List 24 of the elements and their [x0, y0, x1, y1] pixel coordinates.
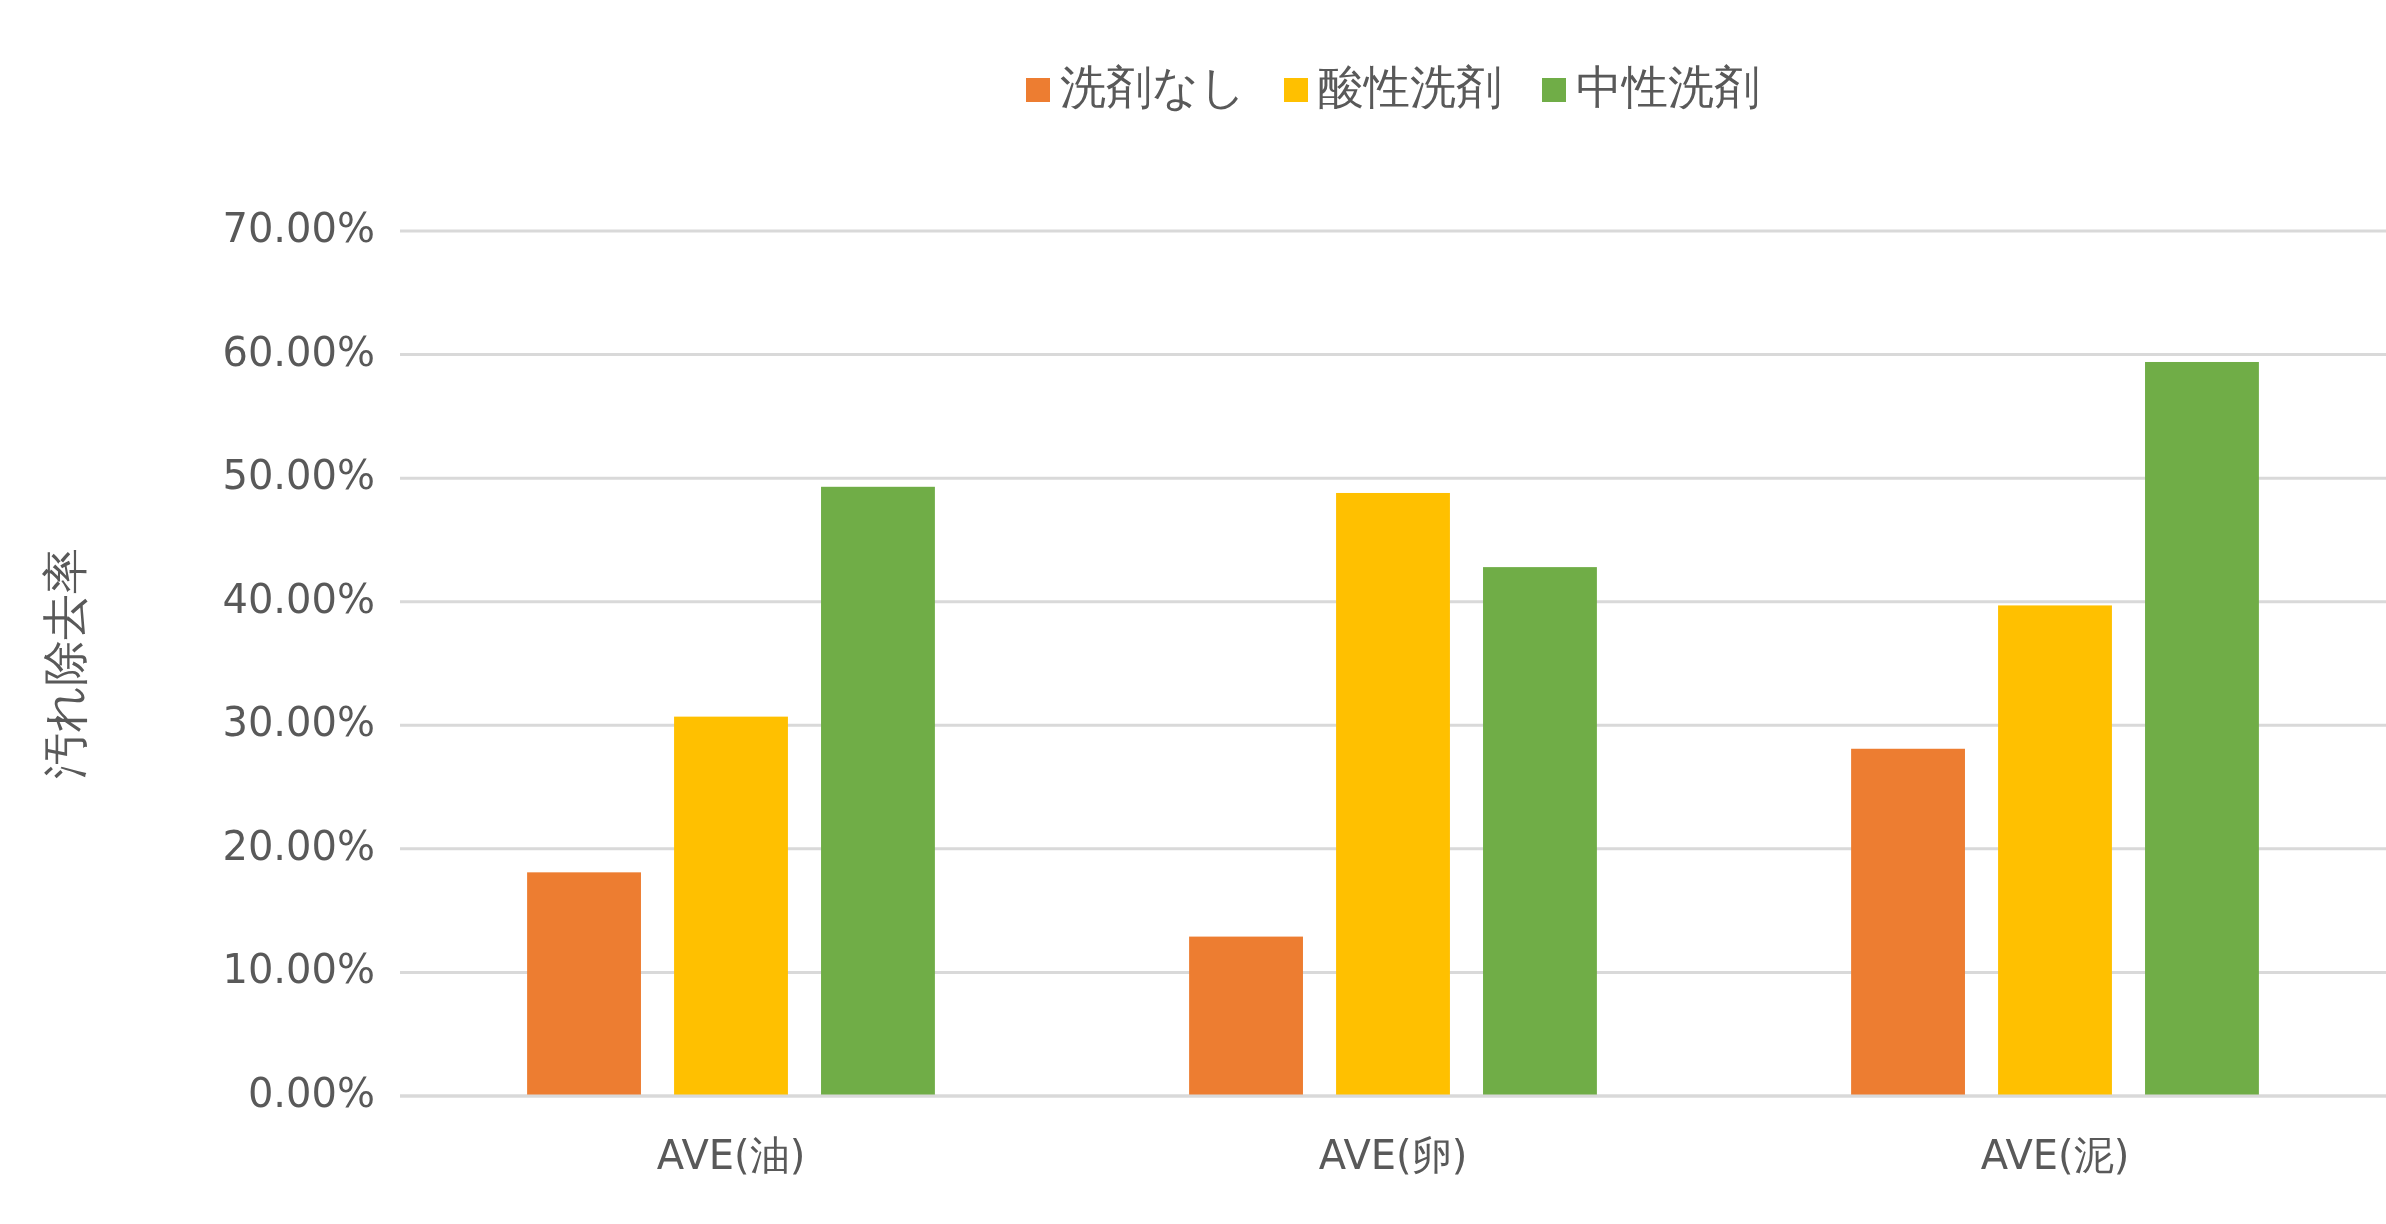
bar — [1189, 936, 1303, 1096]
y-tick-label: 50.00% — [222, 452, 375, 499]
y-tick-label: 0.00% — [247, 1070, 375, 1116]
bar — [1998, 605, 2112, 1096]
bar — [1483, 567, 1597, 1096]
legend-label: 中性洗剤 — [1576, 59, 1760, 114]
bar — [1336, 492, 1450, 1096]
x-tick-label: AVE(卵) — [1318, 1132, 1468, 1178]
y-tick-label: 30.00% — [222, 699, 375, 746]
y-tick-label: 20.00% — [222, 822, 375, 869]
y-tick-label: 10.00% — [222, 946, 375, 993]
bar — [1851, 748, 1965, 1096]
y-tick-label: 40.00% — [222, 575, 375, 622]
legend-label: 酸性洗剤 — [1318, 59, 1502, 114]
bar — [2145, 361, 2259, 1096]
x-tick-label: AVE(油) — [656, 1132, 806, 1178]
y-tick-label: 60.00% — [222, 328, 375, 375]
x-tick-label: AVE(泥) — [1980, 1132, 2130, 1178]
y-axis-title: 汚れ除去率 — [37, 548, 92, 779]
legend-label: 洗剤なし — [1060, 59, 1246, 114]
bar — [821, 486, 935, 1096]
bar — [527, 872, 641, 1096]
y-tick-label: 70.00% — [222, 205, 375, 251]
bar — [674, 716, 788, 1096]
